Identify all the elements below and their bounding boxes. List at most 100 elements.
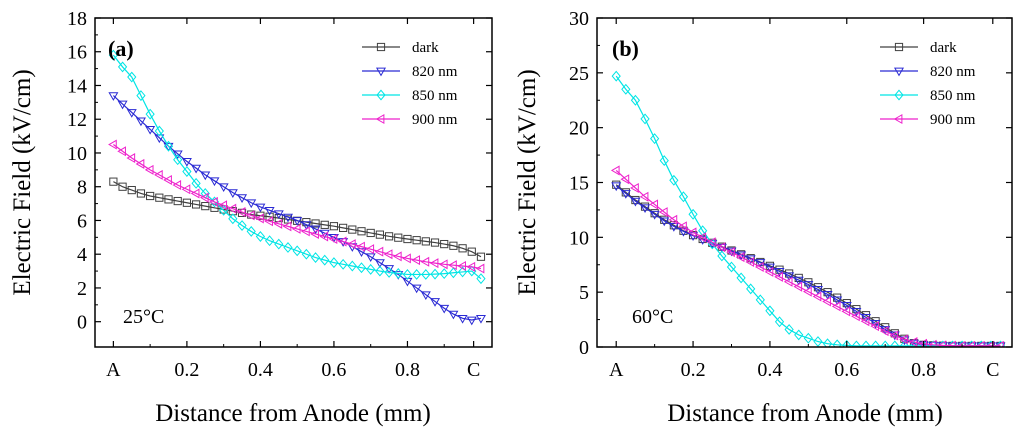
data-point (127, 71, 137, 83)
data-point (356, 241, 365, 252)
data-point (154, 125, 164, 137)
series-line (615, 185, 1001, 347)
data-point (784, 272, 795, 282)
data-point (697, 236, 708, 245)
temperature-annotation: 60°C (632, 306, 673, 328)
data-point (870, 340, 881, 347)
data-point (420, 256, 430, 267)
data-point (668, 214, 678, 225)
data-point (764, 266, 774, 277)
x-tick-label: 0.8 (911, 359, 936, 381)
data-point (650, 133, 660, 145)
x-tick-label: C (986, 359, 999, 381)
data-point (126, 153, 136, 164)
data-point (687, 227, 697, 238)
data-point (774, 316, 785, 328)
y-axis-title: Electric Field (kV/cm) (514, 69, 541, 295)
data-point (813, 336, 823, 347)
data-point (899, 340, 910, 347)
data-point (227, 189, 238, 198)
data-point (164, 195, 173, 204)
chart-panel-b: A 0.2 0.4 0.6 0.8 C 0 5 10 15 20 25 30 Distance from … (514, 8, 1013, 427)
legend-marker (894, 89, 904, 101)
data-point (218, 200, 228, 211)
data-point (411, 284, 422, 294)
legend-label: 850 nm (412, 88, 458, 104)
data-point (440, 239, 449, 249)
data-point (392, 251, 402, 262)
data-point (640, 204, 651, 214)
data-point (822, 290, 833, 300)
data-point (402, 277, 413, 287)
data-point (209, 177, 220, 187)
x-tick-label: 0.4 (757, 359, 782, 381)
data-point (438, 259, 448, 270)
series-line (615, 169, 1001, 347)
data-point (420, 291, 431, 301)
data-point (245, 210, 255, 221)
y-tick-label: 8 (77, 177, 87, 199)
x-tick-label: A (106, 359, 121, 381)
data-point (439, 268, 449, 280)
data-point (822, 296, 831, 307)
data-point (668, 222, 679, 232)
data-point (842, 339, 852, 347)
legend-label: dark (412, 40, 439, 56)
legend-marker (376, 89, 386, 101)
data-point (698, 225, 708, 237)
data-point (246, 199, 257, 209)
data-point (476, 252, 486, 261)
data-point (136, 90, 146, 102)
data-point (476, 273, 486, 285)
data-point (688, 231, 698, 240)
legend-marker (893, 67, 905, 77)
data-point (669, 174, 679, 186)
legend-label: 900 nm (930, 112, 976, 128)
y-tick-label: 15 (569, 173, 589, 195)
data-point (209, 196, 218, 207)
x-tick-label: 0.6 (321, 359, 346, 381)
data-point (794, 329, 804, 341)
data-point (429, 258, 439, 269)
data-point (412, 236, 421, 245)
data-point (255, 213, 264, 224)
data-point (282, 213, 293, 223)
plot-frame (94, 17, 493, 348)
data-point (841, 306, 851, 317)
data-point (659, 155, 669, 167)
data-point (678, 221, 687, 232)
data-point (402, 253, 411, 264)
data-point (475, 314, 486, 324)
data-point (347, 260, 357, 272)
data-point (421, 237, 430, 246)
y-tick-label: 4 (77, 244, 87, 266)
y-tick-label: 25 (569, 63, 589, 85)
data-point (610, 165, 620, 176)
y-tick-label: 6 (77, 210, 87, 232)
data-point (255, 203, 266, 213)
data-point (621, 83, 631, 95)
data-point (237, 220, 247, 231)
data-point (135, 117, 146, 127)
data-point (745, 255, 756, 265)
x-tick-label: 0.4 (248, 359, 273, 381)
legend-label: 900 nm (412, 112, 458, 128)
data-point (457, 261, 466, 272)
data-point (448, 310, 459, 320)
data-point (403, 234, 412, 244)
series-900-nm (108, 139, 485, 274)
series-900-nm (610, 165, 1004, 347)
data-point (754, 261, 764, 272)
data-point (117, 61, 128, 73)
data-point (394, 233, 403, 242)
data-point (329, 222, 339, 231)
data-point (975, 340, 985, 347)
data-point (736, 250, 746, 259)
data-point (956, 340, 966, 347)
data-point (319, 229, 330, 239)
data-point (448, 267, 459, 279)
data-point (774, 267, 785, 277)
data-point (264, 216, 273, 227)
data-point (784, 323, 794, 335)
data-point (311, 219, 320, 228)
